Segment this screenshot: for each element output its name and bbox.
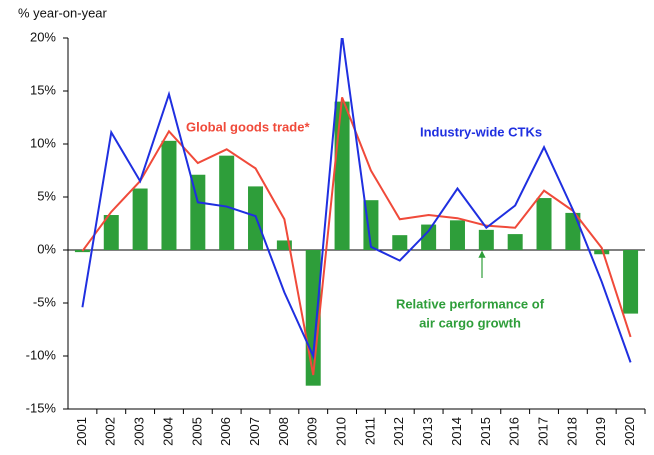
bar bbox=[103, 215, 119, 250]
x-tick-label: 2008 bbox=[276, 417, 291, 446]
x-tick-label: 2005 bbox=[189, 417, 204, 446]
bar bbox=[392, 235, 408, 250]
x-tick-label: 2015 bbox=[478, 417, 493, 446]
x-tick-label: 2014 bbox=[449, 417, 464, 446]
plot-area bbox=[74, 38, 639, 386]
y-tick-label: -10% bbox=[26, 347, 57, 362]
bar bbox=[421, 224, 437, 250]
x-tick-label: 2016 bbox=[507, 417, 522, 446]
x-tick-label: 2007 bbox=[247, 417, 262, 446]
bar bbox=[623, 250, 639, 314]
bar bbox=[190, 174, 206, 250]
bar bbox=[276, 240, 292, 250]
x-tick-label: 2017 bbox=[535, 417, 550, 446]
x-tick-label: 2003 bbox=[132, 417, 147, 446]
bar bbox=[507, 234, 523, 250]
y-axis-label: % year-on-year bbox=[18, 5, 108, 20]
annotation: Industry-wide CTKs bbox=[420, 124, 542, 139]
x-tick-label: 2018 bbox=[564, 417, 579, 446]
bar bbox=[449, 220, 465, 250]
x-tick-label: 2011 bbox=[362, 417, 377, 445]
x-tick-label: 2004 bbox=[160, 417, 175, 446]
y-tick-label: 5% bbox=[37, 188, 56, 203]
annotation: Global goods trade* bbox=[186, 119, 310, 134]
x-tick-label: 2012 bbox=[391, 417, 406, 446]
annotation: air cargo growth bbox=[419, 315, 521, 330]
bar bbox=[536, 198, 552, 250]
x-tick-label: 2010 bbox=[334, 417, 349, 446]
bar bbox=[334, 101, 350, 250]
y-tick-label: 20% bbox=[30, 29, 56, 44]
x-tick-label: 2006 bbox=[218, 417, 233, 446]
bar bbox=[565, 212, 581, 250]
bar bbox=[478, 229, 494, 250]
x-tick-label: 2001 bbox=[74, 417, 89, 446]
x-tick-label: 2009 bbox=[305, 417, 320, 446]
bar bbox=[219, 155, 235, 250]
x-tick-label: 2019 bbox=[593, 417, 608, 446]
line bbox=[81, 38, 632, 363]
y-tick-label: -5% bbox=[33, 294, 57, 309]
x-tick-label: 2013 bbox=[420, 417, 435, 446]
bar bbox=[132, 188, 148, 250]
annotation: Relative performance of bbox=[396, 296, 545, 311]
y-tick-label: -15% bbox=[26, 400, 57, 415]
y-tick-label: 15% bbox=[30, 82, 56, 97]
bar bbox=[594, 250, 610, 255]
x-tick-label: 2002 bbox=[103, 417, 118, 446]
bar bbox=[161, 140, 177, 250]
y-tick-label: 0% bbox=[37, 241, 56, 256]
y-tick-label: 10% bbox=[30, 135, 56, 150]
x-tick-label: 2020 bbox=[622, 417, 637, 446]
